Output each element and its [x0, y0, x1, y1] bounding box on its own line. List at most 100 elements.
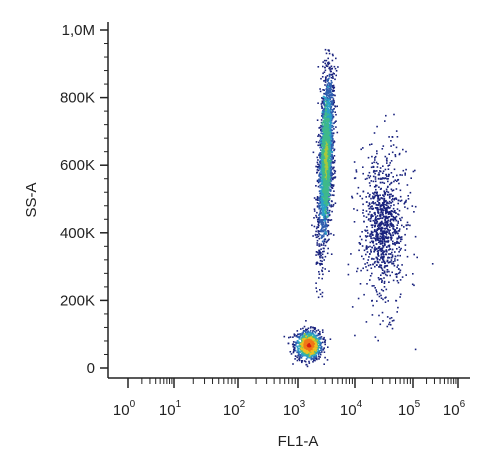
data-point: [395, 276, 398, 278]
data-point-core: [299, 343, 302, 345]
data-point: [386, 160, 388, 162]
data-point: [302, 331, 305, 333]
data-point: [365, 321, 368, 323]
data-point: [390, 193, 392, 196]
data-point: [319, 172, 321, 174]
data-point: [318, 190, 321, 193]
data-point: [397, 222, 399, 224]
data-point: [322, 338, 325, 341]
data-point: [331, 154, 333, 157]
data-point: [326, 65, 329, 68]
data-point-core: [372, 263, 374, 266]
data-point: [412, 273, 414, 275]
data-point: [330, 155, 332, 157]
data-point-core: [394, 255, 397, 258]
data-point: [380, 264, 383, 267]
data-point-core: [311, 343, 314, 346]
data-point-core: [325, 108, 328, 111]
data-point: [379, 259, 381, 261]
data-point: [297, 342, 300, 345]
data-point: [389, 317, 391, 320]
data-point: [326, 240, 328, 243]
data-point-core: [325, 179, 328, 181]
data-point: [292, 363, 294, 365]
data-point: [300, 344, 303, 347]
data-point: [322, 224, 324, 226]
data-point: [319, 332, 321, 335]
data-point: [397, 230, 400, 232]
data-point: [326, 62, 329, 64]
data-point: [374, 155, 377, 158]
data-point: [385, 211, 387, 213]
data-point: [318, 141, 320, 144]
data-point: [319, 135, 321, 137]
data-point-core: [325, 135, 328, 138]
data-point: [391, 271, 393, 274]
data-point-core: [374, 194, 377, 197]
data-point: [398, 153, 401, 156]
data-point-core: [301, 342, 304, 345]
data-point: [386, 162, 388, 164]
data-point: [388, 230, 390, 232]
data-point: [316, 334, 318, 337]
data-point: [321, 351, 323, 353]
data-point: [315, 230, 317, 233]
data-point: [401, 216, 403, 219]
data-point: [324, 206, 326, 209]
data-point: [366, 235, 369, 237]
data-point: [396, 266, 398, 268]
data-point: [385, 296, 387, 299]
data-point: [367, 156, 370, 159]
data-point-core: [328, 138, 331, 141]
data-point: [324, 62, 326, 65]
data-point: [332, 87, 335, 90]
data-point: [362, 258, 365, 260]
data-point: [324, 213, 326, 216]
data-point: [388, 246, 391, 248]
data-point: [331, 124, 333, 127]
data-point: [393, 204, 395, 206]
data-point: [332, 77, 334, 79]
data-point-core: [326, 128, 329, 131]
data-point-core: [377, 197, 380, 200]
data-point-core: [314, 341, 316, 344]
data-point: [374, 260, 376, 263]
data-point: [327, 221, 329, 223]
data-point: [319, 153, 321, 155]
data-point: [320, 132, 322, 135]
data-point: [298, 353, 300, 355]
data-point: [320, 236, 323, 238]
data-point: [374, 246, 376, 249]
data-point: [355, 171, 358, 173]
data-point: [318, 251, 320, 254]
data-point: [398, 246, 400, 249]
data-point: [321, 267, 324, 269]
data-point-core: [325, 98, 328, 101]
data-point: [392, 279, 395, 282]
data-point: [387, 300, 389, 302]
data-point: [319, 338, 321, 340]
data-point: [359, 195, 361, 197]
data-point: [299, 354, 302, 356]
data-point: [319, 180, 321, 183]
data-points: [283, 48, 434, 368]
data-point: [381, 148, 384, 150]
data-point: [294, 355, 297, 357]
data-point-core: [308, 355, 311, 358]
data-point-core: [327, 113, 330, 116]
data-point: [389, 220, 392, 223]
data-point-core: [325, 183, 328, 186]
data-point: [297, 347, 300, 350]
data-point-core: [325, 184, 328, 187]
data-point: [328, 204, 331, 206]
data-point: [320, 342, 322, 345]
data-point: [328, 238, 330, 241]
data-point: [365, 236, 368, 238]
data-point: [393, 198, 395, 201]
data-point-core: [380, 253, 383, 256]
data-point: [403, 226, 405, 228]
data-point: [331, 153, 333, 156]
data-point: [386, 206, 388, 209]
data-point: [310, 357, 313, 359]
data-point: [328, 124, 331, 126]
